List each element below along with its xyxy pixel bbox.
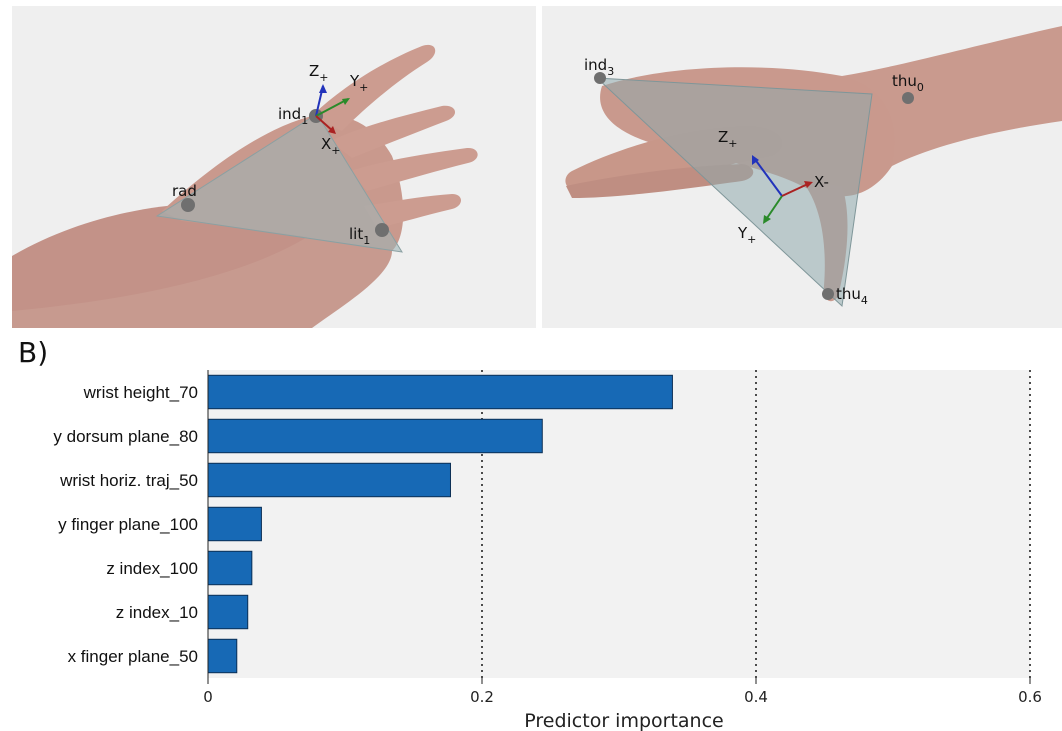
- category-label: wrist height_70: [83, 383, 198, 402]
- bar-6: [207, 638, 238, 674]
- category-label: wrist horiz. traj_50: [59, 471, 198, 490]
- marker-label-ind1: ind1: [278, 105, 308, 127]
- bar-3: [207, 506, 262, 542]
- x-tick-label: 0: [203, 688, 213, 706]
- predictor-importance-chart: 0 0.2 0.4 0.6 wrist height_70y dorsum plane…: [53, 370, 1042, 731]
- axis-label-x: X+: [321, 135, 341, 157]
- bar-4: [207, 550, 253, 586]
- bar-2: [207, 462, 451, 498]
- axis-label-y: Y+: [737, 224, 756, 246]
- x-tick-label: 0.4: [744, 688, 768, 706]
- hand-side-view: ind3 thu0 thu4 Z+ X- Y+: [542, 6, 1062, 328]
- bar-1: [207, 418, 543, 454]
- marker-label-thu4: thu4: [836, 285, 868, 307]
- category-label: y finger plane_100: [58, 515, 198, 534]
- category-label: y dorsum plane_80: [53, 427, 198, 446]
- x-tick-label: 0.2: [470, 688, 494, 706]
- plot-area: [208, 370, 1030, 678]
- category-label: x finger plane_50: [68, 647, 198, 666]
- hand-dorsal-view: ind1 rad lit1 Z+ Y+ X+: [12, 6, 536, 328]
- bar-0: [207, 374, 673, 410]
- category-label: z index_100: [106, 559, 198, 578]
- axis-label-z: Z+: [718, 128, 738, 150]
- marker-label-thu0: thu0: [892, 72, 924, 94]
- axis-label-x: X-: [814, 173, 829, 191]
- marker-label-ind3: ind3: [584, 56, 614, 78]
- marker-label-lit1: lit1: [349, 225, 370, 247]
- x-axis-title: Predictor importance: [524, 710, 723, 731]
- panel-b-label: B): [18, 336, 49, 369]
- axis-label-y: Y+: [349, 72, 368, 94]
- marker-label-rad: rad: [172, 182, 197, 200]
- category-label: z index_10: [116, 603, 198, 622]
- bar-5: [207, 594, 249, 630]
- axis-label-z: Z+: [309, 62, 329, 84]
- x-tick-label: 0.6: [1018, 688, 1042, 706]
